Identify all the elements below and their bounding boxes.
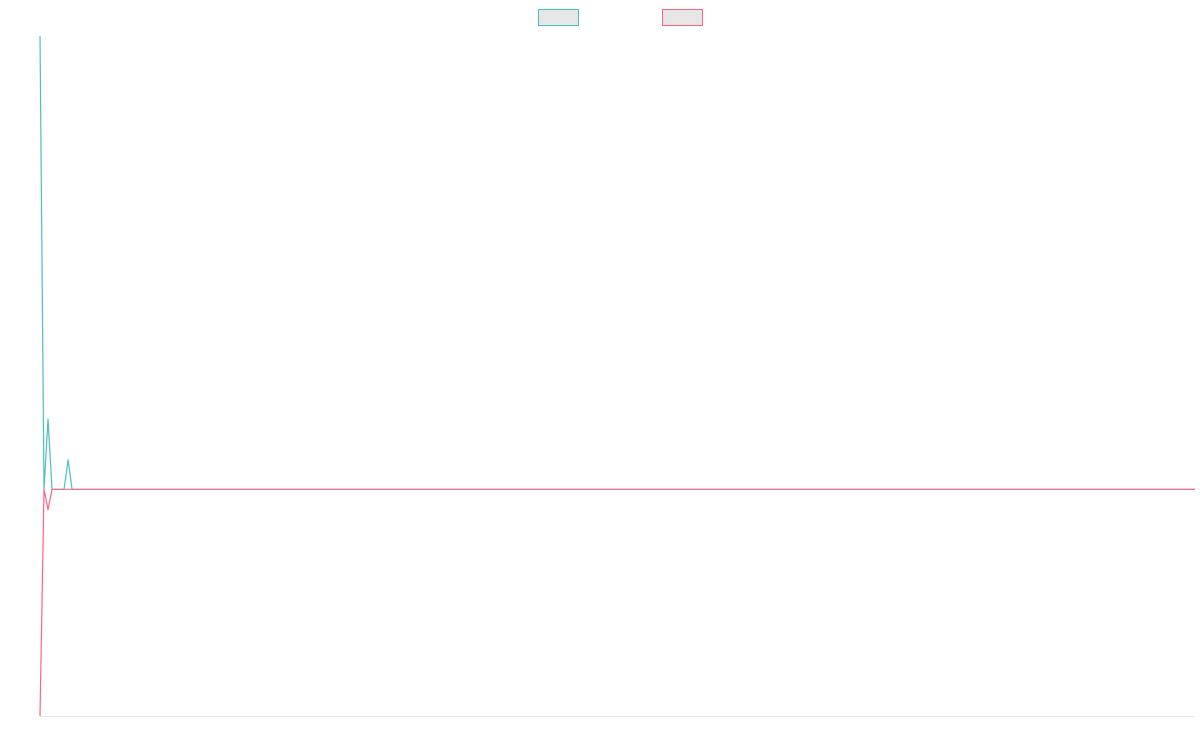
line-series: [39, 35, 1195, 490]
legend-swatch: [538, 9, 579, 26]
legend-swatch: [662, 9, 703, 26]
line-series: [39, 488, 1195, 717]
